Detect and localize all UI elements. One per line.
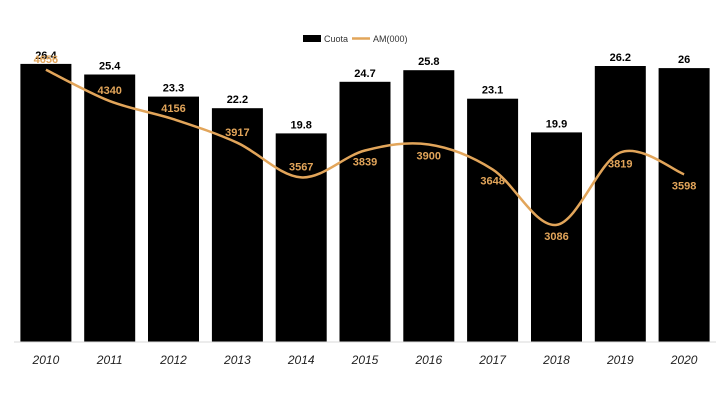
bar-label-2019: 26.2 (610, 52, 631, 64)
line-label-2013: 3917 (225, 127, 249, 139)
bar-label-2014: 19.8 (290, 119, 311, 131)
am-series-line (45, 68, 685, 227)
bar-2018 (531, 132, 582, 342)
line-label-2014: 3567 (289, 161, 313, 173)
bar-2015 (339, 81, 391, 343)
bar-2013 (211, 108, 263, 342)
x-tick-2013: 2013 (223, 353, 251, 367)
bar-2012 (148, 96, 199, 342)
x-tick-2012: 2012 (159, 353, 187, 367)
x-tick-2014: 2014 (287, 353, 315, 367)
line-label-2020: 3598 (672, 180, 696, 192)
bar-label-2017: 23.1 (482, 85, 503, 97)
x-tick-2011: 2011 (96, 353, 123, 367)
x-tick-2020: 2020 (670, 353, 698, 367)
x-axis-ticks: 2010 2011 2012 2013 2014 2015 2016 2017 2018 2019… (32, 353, 698, 367)
legend-swatch-cuota (303, 35, 321, 42)
bar-2016 (403, 70, 455, 342)
bar-2020 (658, 68, 710, 342)
bar-label-2020: 26 (678, 54, 690, 66)
line-label-2012: 4156 (161, 103, 185, 115)
bar-label-2011: 25.4 (99, 61, 121, 73)
bar-2017 (467, 98, 519, 342)
bar-2011 (84, 74, 136, 342)
legend: Cuota AM(000) (303, 34, 408, 44)
x-tick-2019: 2019 (606, 353, 634, 367)
bar-label-2016: 25.8 (418, 56, 439, 68)
line-label-2010: 4656 (34, 54, 58, 66)
bar-2019 (594, 66, 646, 342)
bar-2014 (275, 133, 327, 342)
line-label-2018: 3086 (544, 231, 568, 243)
line-label-2019: 3819 (608, 159, 632, 171)
bar-data-labels: 26.4 25.4 23.3 22.2 19.8 24.7 25.8 23.1 19.9 26.2… (35, 50, 690, 131)
x-tick-2018: 2018 (542, 353, 570, 367)
line-label-2015: 3839 (353, 157, 377, 169)
bar-2010 (20, 63, 72, 343)
x-tick-2010: 2010 (32, 353, 60, 367)
bar-label-2013: 22.2 (227, 94, 248, 106)
bar-label-2018: 19.9 (546, 118, 567, 130)
line-label-2016: 3900 (417, 151, 441, 163)
x-tick-2017: 2017 (478, 353, 507, 367)
x-tick-2016: 2016 (414, 353, 442, 367)
line-label-2011: 4340 (97, 85, 121, 97)
bar-label-2010: 26.4 (35, 50, 57, 62)
legend-label-cuota: Cuota (324, 34, 348, 44)
x-tick-2015: 2015 (351, 353, 379, 367)
bar-series (20, 63, 710, 343)
legend-label-am: AM(000) (373, 34, 408, 44)
line-label-2017: 3648 (480, 175, 504, 187)
bar-label-2015: 24.7 (354, 68, 375, 80)
line-data-labels: 4656 4340 4156 3917 3567 3839 3900 3648 3086 3819… (34, 54, 697, 243)
bar-label-2012: 23.3 (163, 83, 184, 95)
